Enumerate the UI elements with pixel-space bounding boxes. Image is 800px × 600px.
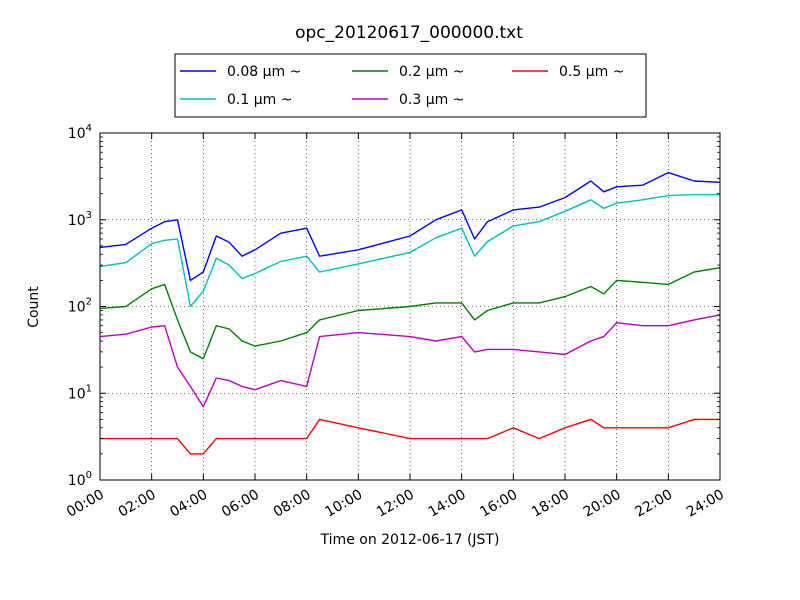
y-tick-exponent: 4 [86, 123, 92, 134]
y-tick-label: 104 [68, 123, 92, 142]
y-tick-label: 103 [68, 210, 92, 229]
legend-label-3: 0.3 μm ~ [399, 92, 464, 108]
legend-label-0: 0.08 μm ~ [227, 64, 301, 80]
series-line-1 [99, 193, 720, 308]
y-axis-label: Count [26, 286, 42, 328]
y-tick-label: 101 [68, 383, 92, 402]
plot-series [99, 171, 721, 455]
y-tick-exponent: 2 [86, 297, 92, 308]
legend: 0.08 μm ~ 0.1 μm ~ 0.2 μm ~ 0.3 μm ~ 0.5 μm … [174, 53, 647, 118]
legend-label-1: 0.1 μm ~ [227, 92, 292, 108]
chart-title: opc_20120617_000000.txt [295, 23, 523, 43]
legend-box [174, 53, 647, 118]
y-tick-exponent: 1 [86, 383, 92, 394]
y-tick-base: 10 [68, 300, 86, 316]
legend-label-2: 0.2 μm ~ [399, 64, 464, 80]
y-tick-base: 10 [68, 386, 86, 402]
y-tick-exponent: 0 [86, 470, 92, 481]
series-line-0 [99, 171, 721, 282]
series-line-2 [99, 267, 721, 360]
y-tick-base: 10 [68, 213, 86, 229]
y-tick-base: 10 [68, 126, 86, 142]
y-tick-base: 10 [68, 473, 86, 489]
legend-label-4: 0.5 μm ~ [559, 64, 624, 80]
series-line-3 [99, 314, 721, 408]
y-tick-exponent: 3 [86, 210, 92, 221]
y-tick-label: 100 [68, 470, 92, 489]
x-axis-label: Time on 2012-06-17 (JST) [320, 532, 500, 548]
grid-lines [100, 133, 720, 480]
y-tick-label: 102 [68, 297, 92, 316]
series-line-4 [100, 418, 720, 455]
axis-ticks [99, 132, 721, 481]
